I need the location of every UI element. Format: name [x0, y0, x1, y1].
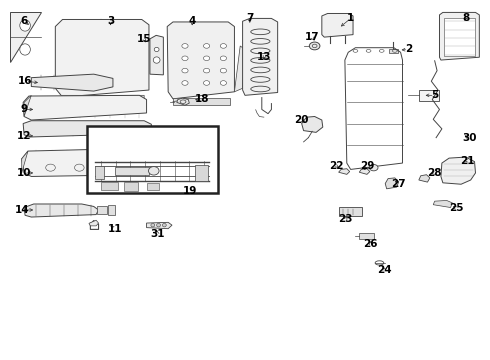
Text: 7: 7	[246, 13, 253, 23]
Text: 25: 25	[449, 203, 464, 213]
PathPatch shape	[433, 201, 452, 207]
Text: 19: 19	[183, 186, 197, 196]
Ellipse shape	[153, 57, 160, 63]
Ellipse shape	[154, 48, 159, 51]
Text: 1: 1	[347, 13, 354, 23]
Text: 17: 17	[305, 32, 319, 42]
Text: 10: 10	[17, 168, 31, 178]
PathPatch shape	[302, 117, 323, 132]
PathPatch shape	[150, 35, 163, 75]
Text: 5: 5	[431, 90, 438, 100]
Text: 13: 13	[257, 51, 271, 62]
Ellipse shape	[182, 68, 188, 73]
PathPatch shape	[441, 157, 475, 184]
Bar	[339, 207, 362, 216]
Text: 22: 22	[329, 161, 343, 171]
Ellipse shape	[151, 224, 155, 227]
Text: 18: 18	[195, 94, 209, 104]
PathPatch shape	[322, 13, 353, 37]
Text: 20: 20	[294, 115, 309, 125]
Bar	[139, 136, 155, 142]
Bar	[108, 206, 115, 215]
Ellipse shape	[182, 56, 188, 60]
Ellipse shape	[203, 68, 210, 73]
Bar	[88, 126, 218, 193]
PathPatch shape	[24, 95, 31, 117]
Text: 8: 8	[462, 13, 469, 23]
Text: 16: 16	[18, 76, 33, 86]
Bar	[97, 206, 107, 213]
Ellipse shape	[220, 68, 226, 73]
Ellipse shape	[220, 81, 226, 85]
Bar	[419, 90, 439, 100]
Bar	[389, 49, 398, 53]
Bar	[101, 182, 118, 190]
PathPatch shape	[63, 95, 144, 108]
Bar	[124, 183, 138, 191]
Bar	[444, 18, 475, 56]
PathPatch shape	[10, 12, 41, 62]
Bar	[147, 183, 159, 190]
Ellipse shape	[182, 81, 188, 85]
PathPatch shape	[55, 19, 149, 97]
Ellipse shape	[203, 44, 210, 48]
Text: 24: 24	[377, 265, 392, 275]
PathPatch shape	[22, 148, 153, 176]
Text: 31: 31	[150, 229, 165, 239]
Ellipse shape	[20, 44, 30, 55]
PathPatch shape	[234, 46, 245, 92]
Ellipse shape	[220, 56, 226, 60]
PathPatch shape	[23, 121, 151, 137]
PathPatch shape	[243, 18, 278, 95]
Text: 3: 3	[107, 16, 114, 26]
PathPatch shape	[31, 74, 113, 91]
PathPatch shape	[89, 220, 98, 226]
Ellipse shape	[309, 42, 320, 50]
Text: 28: 28	[427, 168, 442, 178]
Bar	[95, 166, 104, 179]
Bar	[195, 165, 208, 181]
PathPatch shape	[339, 169, 350, 174]
Text: 9: 9	[21, 104, 27, 114]
PathPatch shape	[147, 222, 172, 229]
Bar	[115, 167, 149, 175]
Ellipse shape	[203, 56, 210, 60]
PathPatch shape	[23, 95, 147, 120]
Text: 11: 11	[108, 224, 122, 234]
Text: 15: 15	[137, 34, 151, 44]
Ellipse shape	[369, 165, 378, 171]
Ellipse shape	[157, 224, 161, 227]
PathPatch shape	[385, 178, 399, 189]
Text: 4: 4	[189, 16, 196, 26]
Text: 21: 21	[460, 156, 475, 166]
Bar	[359, 233, 374, 239]
Ellipse shape	[20, 20, 30, 31]
PathPatch shape	[419, 175, 430, 182]
Bar	[173, 98, 230, 105]
PathPatch shape	[359, 169, 370, 174]
Ellipse shape	[182, 44, 188, 48]
Text: 30: 30	[463, 133, 477, 143]
Text: 12: 12	[17, 131, 31, 141]
Text: 29: 29	[360, 161, 375, 171]
PathPatch shape	[24, 204, 98, 217]
Ellipse shape	[162, 224, 166, 227]
Ellipse shape	[148, 167, 159, 175]
Text: 26: 26	[364, 239, 378, 249]
Text: 27: 27	[392, 179, 406, 189]
PathPatch shape	[22, 151, 28, 173]
Text: 2: 2	[405, 45, 412, 54]
Text: 23: 23	[339, 214, 353, 224]
PathPatch shape	[177, 98, 189, 105]
Ellipse shape	[203, 81, 210, 85]
PathPatch shape	[167, 22, 234, 99]
Text: 6: 6	[21, 16, 28, 26]
Ellipse shape	[220, 44, 226, 48]
PathPatch shape	[440, 12, 479, 60]
Text: 14: 14	[14, 205, 29, 215]
Bar	[139, 143, 151, 149]
